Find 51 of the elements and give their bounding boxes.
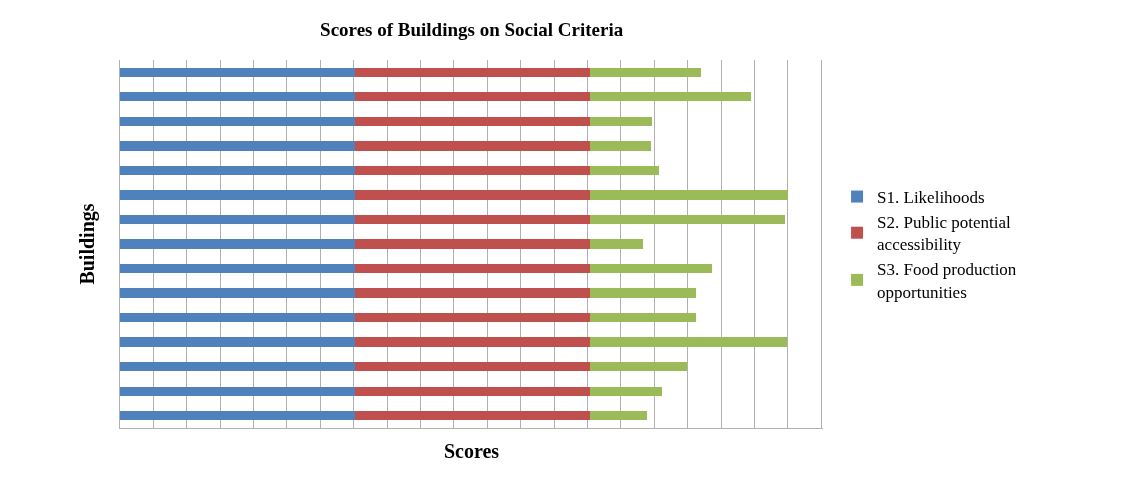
bar	[590, 386, 663, 396]
bar	[355, 92, 591, 102]
bar	[590, 214, 786, 225]
bar	[120, 141, 356, 151]
bar	[355, 288, 591, 298]
bar	[355, 312, 591, 323]
chart-title: Scores of Buildings on Social Criteria	[320, 18, 624, 40]
bar	[590, 67, 702, 77]
bar	[590, 92, 752, 102]
bar	[590, 362, 687, 372]
bar	[590, 312, 697, 323]
bar	[120, 165, 356, 176]
bar	[590, 116, 652, 126]
bar	[355, 411, 591, 421]
bar	[355, 263, 591, 274]
bar	[120, 362, 356, 372]
bar	[590, 337, 787, 347]
bar	[120, 312, 356, 323]
bar	[355, 190, 591, 200]
bar	[120, 337, 356, 347]
bar	[120, 92, 356, 102]
bar	[355, 362, 591, 372]
bar	[355, 386, 591, 396]
bar	[355, 214, 591, 225]
bar	[355, 165, 591, 176]
bar	[120, 288, 356, 298]
legend-label: S1. Likelihoods	[877, 188, 985, 208]
bar	[590, 411, 647, 421]
x-axis-title: Scores	[443, 439, 500, 462]
y-axis-title: Buildings	[76, 203, 100, 285]
bar	[355, 67, 591, 77]
bar	[120, 386, 356, 396]
bar	[120, 263, 356, 274]
bar	[355, 116, 591, 126]
bar	[120, 239, 356, 249]
bar	[120, 116, 356, 126]
bar	[120, 190, 356, 200]
bar	[355, 337, 591, 347]
bar	[590, 263, 713, 274]
bar	[590, 141, 651, 151]
bar	[355, 239, 591, 249]
bar	[355, 141, 591, 151]
bar	[120, 67, 356, 77]
bar	[590, 190, 788, 200]
bar	[590, 165, 659, 176]
legend-label: S2. Public potential accessibility	[877, 213, 1011, 255]
bar	[120, 214, 356, 225]
bar	[120, 411, 356, 421]
bar	[590, 239, 643, 249]
bar	[590, 288, 697, 298]
legend-label: S3. Food production opportunities	[877, 260, 1017, 302]
